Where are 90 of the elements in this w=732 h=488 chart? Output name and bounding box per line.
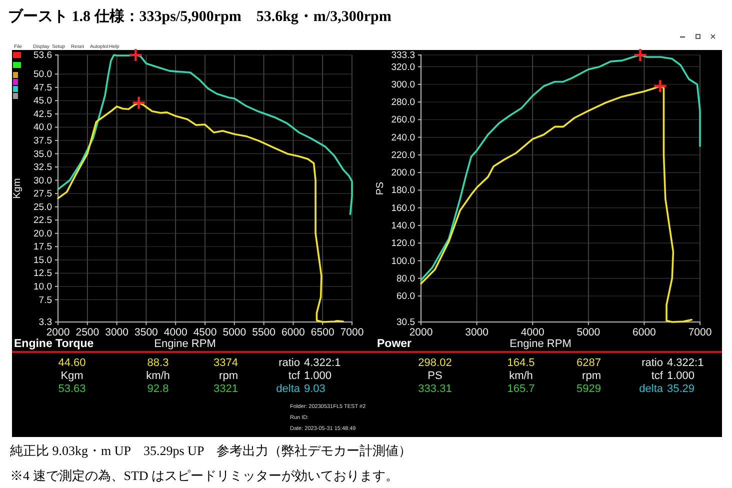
- text: rpm: [219, 370, 238, 382]
- text: 3374: [214, 357, 238, 369]
- x-tick-label: 5000: [222, 326, 246, 338]
- y-tick-label: 47.5: [34, 82, 52, 94]
- y-tick-label: 7.5: [38, 294, 52, 306]
- x-tick-label: 3000: [105, 326, 129, 338]
- text: ratio 4.322:1: [278, 357, 341, 369]
- text: 165.7: [507, 383, 535, 395]
- y-tick-label: 42.5: [34, 108, 52, 120]
- y-tick-label: 50.0: [34, 69, 52, 80]
- y-tick-label: 3.3: [38, 317, 52, 328]
- x-tick-label: 6500: [310, 326, 334, 338]
- text: ratio 4.322:1: [642, 357, 704, 369]
- y-tick-label: 220.0: [391, 150, 415, 161]
- y-tick-label: 300.0: [391, 79, 415, 90]
- x-tick-label: 2000: [409, 326, 433, 338]
- x-tick-label: 2000: [46, 326, 70, 338]
- text: 44.60: [58, 357, 86, 369]
- text: Power: [377, 338, 412, 350]
- y-tick-label: 27.5: [34, 188, 52, 200]
- text: Engine Torque: [14, 338, 94, 350]
- text: delta 9.03: [276, 383, 326, 395]
- y-tick-label: 280.0: [391, 97, 415, 108]
- y-tick-label: 17.5: [34, 242, 52, 253]
- y-tick-label: 10.0: [34, 281, 52, 292]
- text: 92.8: [147, 383, 169, 395]
- x-tick-label: 3500: [134, 326, 158, 338]
- line-series: [57, 102, 344, 323]
- y-tick-label: 20.0: [34, 228, 52, 240]
- x-tick-label: 6000: [282, 326, 306, 338]
- text: 5929: [576, 383, 601, 395]
- y-tick-label: 180.0: [391, 185, 415, 196]
- y-tick-label: 45.0: [34, 96, 52, 107]
- y-tick-label: 25.0: [34, 202, 52, 213]
- line-series: [420, 85, 693, 323]
- text: 6287: [576, 357, 601, 369]
- y-tick-label: 240.0: [391, 132, 415, 144]
- text: 298.02: [418, 357, 452, 369]
- y-tick-label: 15.0: [34, 254, 52, 266]
- y-tick-label: 32.5: [34, 162, 52, 174]
- y-axis-title: PS: [375, 182, 386, 196]
- y-tick-label: 12.5: [34, 268, 52, 280]
- text: 純正比 9.03kg・m UP 35.29ps UP 参考出力（弊社デモカー計測値）: [10, 443, 412, 458]
- text: rpm: [582, 370, 601, 382]
- y-tick-label: 160.0: [391, 202, 415, 214]
- y-tick-label: 260.0: [391, 114, 415, 126]
- text: ※4 速で測定の為、STD はスピードリミッターが効いております。: [10, 468, 399, 483]
- x-tick-label: 7000: [688, 326, 712, 338]
- text: PS: [428, 370, 442, 382]
- x-axis-title: Engine RPM: [154, 338, 216, 350]
- x-tick-label: 5000: [576, 326, 600, 338]
- y-tick-label: 120.0: [391, 238, 415, 250]
- y-tick-label: 60.0: [396, 291, 415, 302]
- y-tick-label: 30.5: [396, 317, 415, 328]
- x-tick-label: 7000: [340, 326, 364, 338]
- text: Kgm: [60, 370, 84, 382]
- text: tcf 1.000: [288, 370, 332, 382]
- y-tick-label: 22.5: [34, 215, 52, 226]
- y-tick-label: 320.0: [391, 62, 415, 73]
- x-tick-label: 5500: [252, 326, 276, 338]
- text: 3321: [214, 383, 238, 395]
- y-tick-label: 200.0: [391, 168, 415, 179]
- text: ブースト 1.8 仕様：333ps/5,900rpm 53.6kg・m/3,300rpm: [8, 8, 392, 25]
- text: 164.5: [507, 357, 535, 369]
- y-tick-label: 140.0: [391, 220, 415, 232]
- y-tick-label: 53.6: [34, 50, 52, 62]
- y-tick-label: 35.0: [34, 148, 52, 160]
- x-tick-label: 3000: [465, 326, 489, 338]
- text: tcf 1.000: [651, 370, 695, 382]
- y-axis-title: Kgm: [12, 178, 23, 199]
- x-tick-label: 6000: [632, 326, 656, 338]
- x-tick-label: 2500: [76, 326, 100, 338]
- y-tick-label: 333.3: [391, 50, 415, 62]
- y-tick-label: 80.0: [396, 273, 415, 284]
- y-tick-label: 40.0: [34, 122, 52, 134]
- y-tick-label: 30.0: [34, 175, 52, 186]
- y-tick-label: 37.5: [34, 136, 52, 146]
- text: 333.31: [418, 383, 452, 395]
- x-tick-label: 4000: [164, 326, 188, 338]
- line-series: [420, 54, 701, 282]
- x-tick-label: 4000: [520, 326, 544, 338]
- y-tick-label: 100.0: [391, 256, 415, 267]
- text: km/h: [509, 370, 533, 382]
- line-series: [57, 54, 353, 216]
- text: 53.63: [58, 383, 86, 395]
- x-tick-label: 4500: [193, 326, 217, 338]
- text: delta 35.29: [639, 383, 695, 395]
- text: km/h: [146, 370, 170, 382]
- x-axis-title: Engine RPM: [510, 338, 572, 350]
- text: 88.3: [147, 357, 169, 369]
